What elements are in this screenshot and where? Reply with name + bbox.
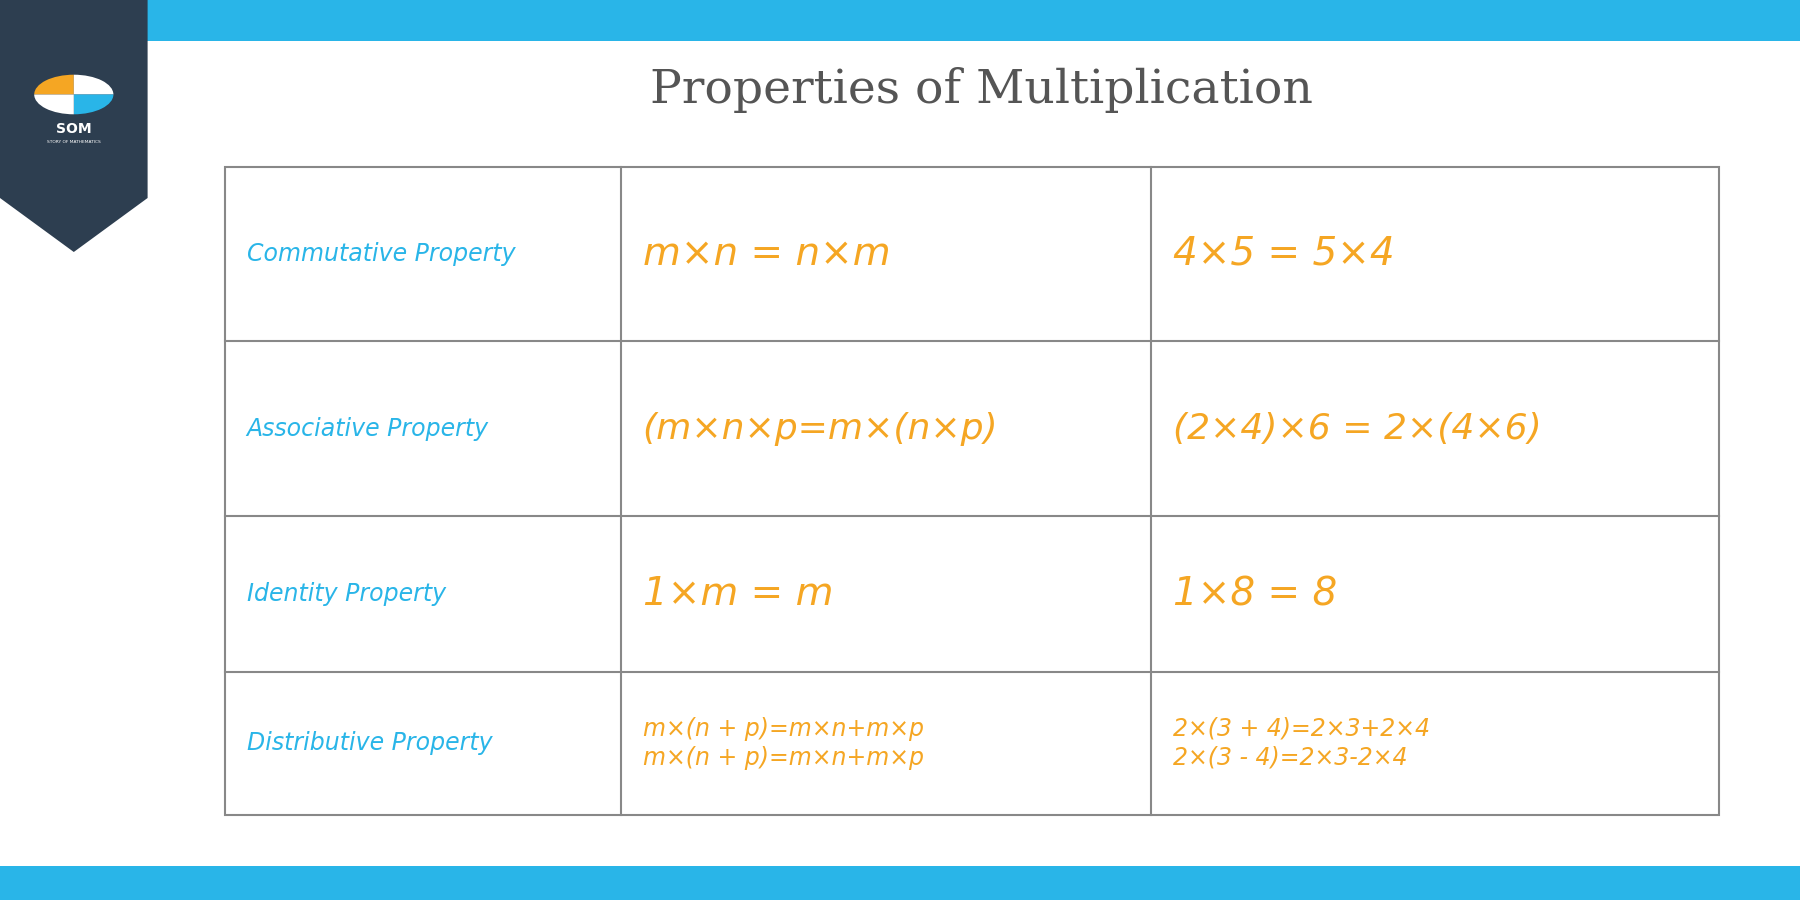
Wedge shape xyxy=(74,75,113,94)
Wedge shape xyxy=(34,75,74,94)
Text: 2×(3 - 4)=2×3-2×4: 2×(3 - 4)=2×3-2×4 xyxy=(1174,745,1408,770)
Text: (2×4)×6 = 2×(4×6): (2×4)×6 = 2×(4×6) xyxy=(1174,412,1541,446)
Bar xyxy=(225,166,1719,814)
Text: m×(n + p)=m×n+m×p: m×(n + p)=m×n+m×p xyxy=(643,745,923,770)
Text: 1×8 = 8: 1×8 = 8 xyxy=(1174,575,1337,613)
Text: (m×n×p=m×(n×p): (m×n×p=m×(n×p) xyxy=(643,412,999,446)
Wedge shape xyxy=(74,94,113,114)
Text: 1×m = m: 1×m = m xyxy=(643,575,833,613)
Wedge shape xyxy=(34,94,74,114)
Text: Identity Property: Identity Property xyxy=(247,582,446,607)
Text: 4×5 = 5×4: 4×5 = 5×4 xyxy=(1174,235,1395,273)
Text: SOM: SOM xyxy=(56,122,92,136)
Text: Distributive Property: Distributive Property xyxy=(247,731,491,755)
Text: 2×(3 + 4)=2×3+2×4: 2×(3 + 4)=2×3+2×4 xyxy=(1174,716,1429,741)
Bar xyxy=(0,0,1800,40)
Polygon shape xyxy=(0,0,148,252)
Text: m×n = n×m: m×n = n×m xyxy=(643,235,891,273)
Text: STORY OF MATHEMATICS: STORY OF MATHEMATICS xyxy=(47,140,101,144)
Text: m×(n + p)=m×n+m×p: m×(n + p)=m×n+m×p xyxy=(643,716,923,741)
Text: Properties of Multiplication: Properties of Multiplication xyxy=(650,67,1312,113)
Text: Commutative Property: Commutative Property xyxy=(247,242,515,266)
Text: Associative Property: Associative Property xyxy=(247,417,490,441)
Bar xyxy=(0,866,1800,900)
